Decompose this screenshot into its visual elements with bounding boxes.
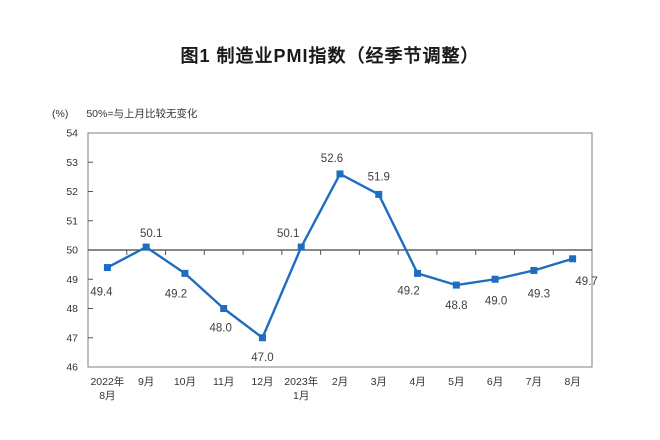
data-point-marker xyxy=(491,275,499,283)
x-axis-label: 2月 xyxy=(332,376,348,388)
x-axis-label: 3月 xyxy=(371,376,387,388)
data-point-label: 49.0 xyxy=(485,295,507,307)
x-axis-label: 7月 xyxy=(526,376,542,388)
x-axis-label: 9月 xyxy=(138,376,154,388)
data-point-label: 50.1 xyxy=(140,228,162,240)
data-point-marker xyxy=(375,190,383,198)
x-axis-label: 2022年 xyxy=(90,375,124,388)
x-axis-label: 1月 xyxy=(293,390,309,402)
y-axis-tick-label: 47 xyxy=(66,332,78,344)
data-point-label: 49.2 xyxy=(165,288,187,300)
y-axis-tick-label: 52 xyxy=(66,186,78,198)
x-axis-label: 6月 xyxy=(487,376,503,388)
y-axis-tick-label: 51 xyxy=(66,215,78,227)
chart-title: 图1 制造业PMI指数（经季节调整） xyxy=(180,46,480,66)
reference-note: 50%=与上月比较无变化 xyxy=(86,108,198,120)
data-point-marker xyxy=(258,334,266,342)
data-point-marker xyxy=(220,305,228,312)
x-axis-label: 8月 xyxy=(564,376,580,388)
data-point-marker xyxy=(142,243,150,251)
data-point-marker xyxy=(336,170,344,178)
data-point-label: 50.1 xyxy=(277,228,299,240)
x-axis-label: 8月 xyxy=(99,390,115,402)
y-axis-tick-label: 54 xyxy=(66,128,78,140)
data-point-label: 49.7 xyxy=(575,276,597,288)
x-axis-label: 12月 xyxy=(251,376,273,388)
data-point-label: 48.8 xyxy=(445,300,467,312)
y-axis-tick-label: 50 xyxy=(66,245,78,257)
data-point-label: 51.9 xyxy=(368,171,390,183)
x-axis-label: 5月 xyxy=(448,376,464,388)
x-axis-label: 10月 xyxy=(174,376,196,388)
data-point-label: 49.3 xyxy=(528,288,550,300)
data-point-marker xyxy=(452,281,460,289)
y-axis-tick-label: 48 xyxy=(66,303,78,315)
x-axis-label: 4月 xyxy=(409,376,425,388)
data-point-label: 48.0 xyxy=(209,323,231,335)
data-point-marker xyxy=(297,243,305,251)
data-point-marker xyxy=(414,269,422,277)
data-point-marker xyxy=(181,269,189,277)
y-axis-unit-label: (%) xyxy=(52,108,69,120)
pmi-series-line xyxy=(106,172,573,339)
x-axis-label: 11月 xyxy=(213,376,234,388)
chart-subhead: (%) 50%=与上月比较无变化 xyxy=(52,106,198,121)
data-point-label: 49.4 xyxy=(90,287,113,299)
y-axis-tick-label: 53 xyxy=(66,157,78,169)
x-axis-label: 2023年 xyxy=(284,375,318,388)
y-axis-tick-label: 46 xyxy=(66,362,78,374)
data-point-label: 49.2 xyxy=(397,285,419,297)
data-point-marker xyxy=(103,264,111,272)
data-point-marker xyxy=(530,266,538,274)
data-point-label: 52.6 xyxy=(321,153,343,165)
data-point-label: 47.0 xyxy=(251,352,273,364)
y-axis-tick-label: 49 xyxy=(66,274,78,286)
data-point-marker xyxy=(569,255,577,263)
